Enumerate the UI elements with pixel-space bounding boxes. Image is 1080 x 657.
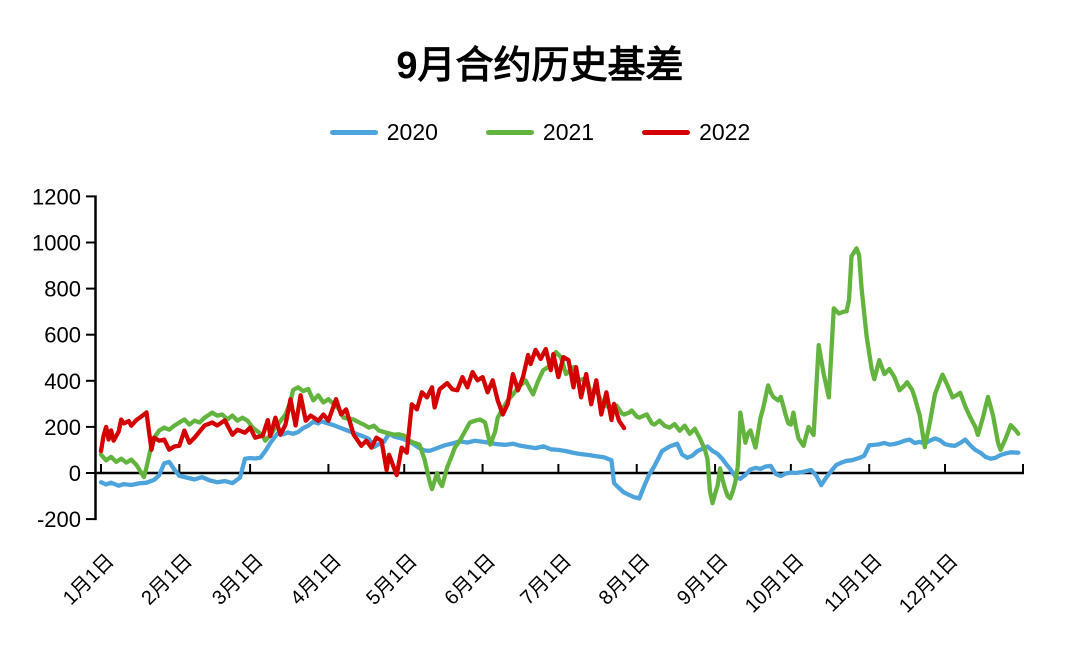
- legend-swatch-2022: [642, 130, 691, 135]
- legend-swatch-2020: [329, 130, 378, 135]
- y-tick-label: 800: [44, 277, 81, 302]
- x-tick-label: 12月1日: [895, 550, 962, 617]
- x-tick-label: 9月1日: [673, 550, 733, 610]
- legend-label: 2020: [386, 119, 438, 145]
- series-line-2020: [98, 418, 1021, 501]
- legend-item-2020: 2020: [329, 119, 438, 146]
- x-tick-label: 5月1日: [362, 550, 422, 610]
- y-tick-label: 400: [44, 369, 81, 394]
- legend-swatch-2021: [485, 130, 534, 135]
- x-tick-label: 6月1日: [441, 550, 501, 610]
- y-tick-label: 0: [69, 461, 81, 486]
- x-tick-label: 3月1日: [208, 550, 268, 610]
- chart-title: 9月合约历史基差: [396, 45, 684, 87]
- chart-legend: 2020 2021 2022: [0, 119, 1080, 146]
- series-line-2022: [98, 346, 627, 478]
- legend-item-2021: 2021: [485, 119, 595, 146]
- y-tick-label: -200: [37, 507, 81, 532]
- x-tick-label: 8月1日: [595, 550, 655, 610]
- x-tick-label: 4月1日: [286, 550, 346, 610]
- y-tick-label: 1000: [32, 231, 81, 256]
- x-tick-label: 11月1日: [820, 550, 886, 616]
- x-tick-label: 1月1日: [59, 550, 119, 610]
- y-tick-label: 1200: [32, 184, 81, 209]
- legend-item-2022: 2022: [642, 119, 750, 146]
- y-tick-label: 600: [44, 323, 81, 348]
- x-tick-label: 7月1日: [516, 550, 576, 610]
- legend-label: 2021: [542, 119, 595, 145]
- x-tick-label: 2月1日: [137, 550, 197, 610]
- legend-label: 2022: [699, 119, 751, 145]
- x-tick-label: 10月1日: [741, 550, 808, 617]
- y-tick-label: 200: [44, 415, 81, 440]
